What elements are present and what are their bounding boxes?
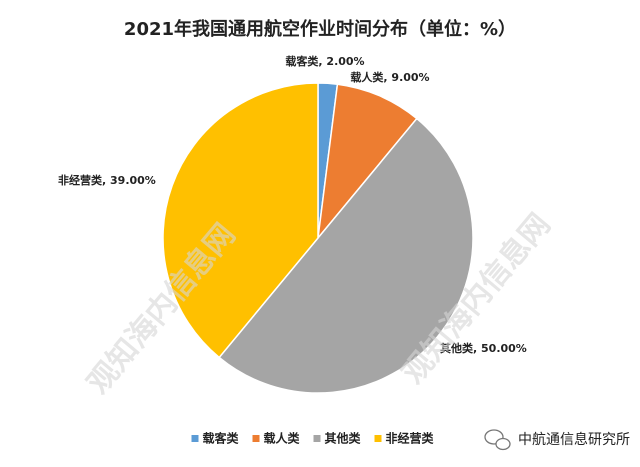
legend-label: 载客类 xyxy=(203,431,240,446)
legend-label: 载人类 xyxy=(264,431,301,446)
legend-label: 其他类 xyxy=(325,431,362,446)
chart-title: 2021年我国通用航空作业时间分布（单位：%） xyxy=(124,18,516,40)
legend: 载客类 载人类 其他类 非经营类 xyxy=(191,431,435,446)
pie: 载客类, 2.00% 载人类, 9.00% 其他类, 50.00% 非经营类, 39.… xyxy=(58,54,527,394)
data-label: 非经营类, 39.00% xyxy=(58,173,156,187)
pie-slice xyxy=(316,83,418,241)
legend-swatch xyxy=(252,435,260,442)
footer-icon xyxy=(484,429,511,451)
legend-swatch xyxy=(191,435,199,442)
legend-label: 非经营类 xyxy=(386,431,435,446)
footer-text: 中航通信息研究所 xyxy=(518,431,630,448)
legend-swatch xyxy=(313,435,321,442)
pie-slice xyxy=(162,82,319,359)
pie-slice xyxy=(218,117,474,394)
data-label: 其他类, 50.00% xyxy=(440,341,527,355)
data-label: 载人类, 9.00% xyxy=(350,70,429,84)
legend-swatch xyxy=(374,435,382,442)
data-label: 载客类, 2.00% xyxy=(285,54,364,68)
